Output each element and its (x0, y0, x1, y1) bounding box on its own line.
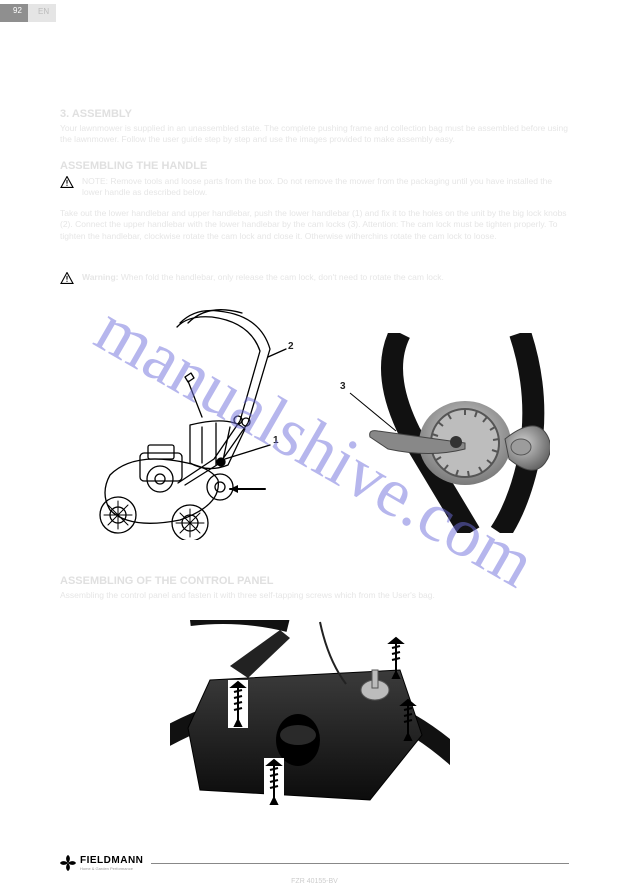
warn2-bold: Warning: (82, 272, 119, 282)
footer: FIELDMANN Home & Garden Performance (60, 853, 569, 873)
footer-brand: FIELDMANN (80, 855, 143, 866)
warning-icon (60, 176, 74, 188)
footer-logo: FIELDMANN Home & Garden Performance (60, 855, 143, 871)
warn2: Warning: When fold the handlebar, only r… (82, 272, 569, 283)
warn2-body: When fold the handlebar, only release th… (121, 272, 444, 282)
callout-1: 1 (273, 435, 279, 446)
footer-rule (151, 863, 569, 864)
footer-sub: Home & Garden Performance (80, 866, 143, 871)
section-title-panel: ASSEMBLING OF THE CONTROL PANEL (60, 575, 274, 587)
figure-camlock: 3 (340, 333, 550, 533)
pinwheel-icon (60, 855, 76, 871)
section-title-assembly: 3. ASSEMBLY (60, 108, 132, 120)
figure-mower: 2 1 (70, 305, 300, 540)
section-title-handle: ASSEMBLING THE HANDLE (60, 160, 207, 172)
figures-row: 2 1 (70, 305, 550, 540)
callout-2: 2 (288, 341, 294, 352)
footer-model: FZR 40155-BV (0, 878, 629, 885)
callout-3: 3 (340, 381, 346, 392)
warning-icon (60, 272, 74, 284)
assembly-body: Your lawnmower is supplied in an unassem… (60, 123, 569, 146)
page-number: 92 (13, 6, 22, 15)
lang-label: EN (38, 7, 49, 16)
figure-control-panel (170, 620, 450, 820)
handle-warn: NOTE: Remove tools and loose parts from … (82, 176, 569, 199)
panel-body: Assembling the control panel and fasten … (60, 590, 569, 601)
handle-steps: Take out the lower handlebar and upper h… (60, 208, 569, 242)
